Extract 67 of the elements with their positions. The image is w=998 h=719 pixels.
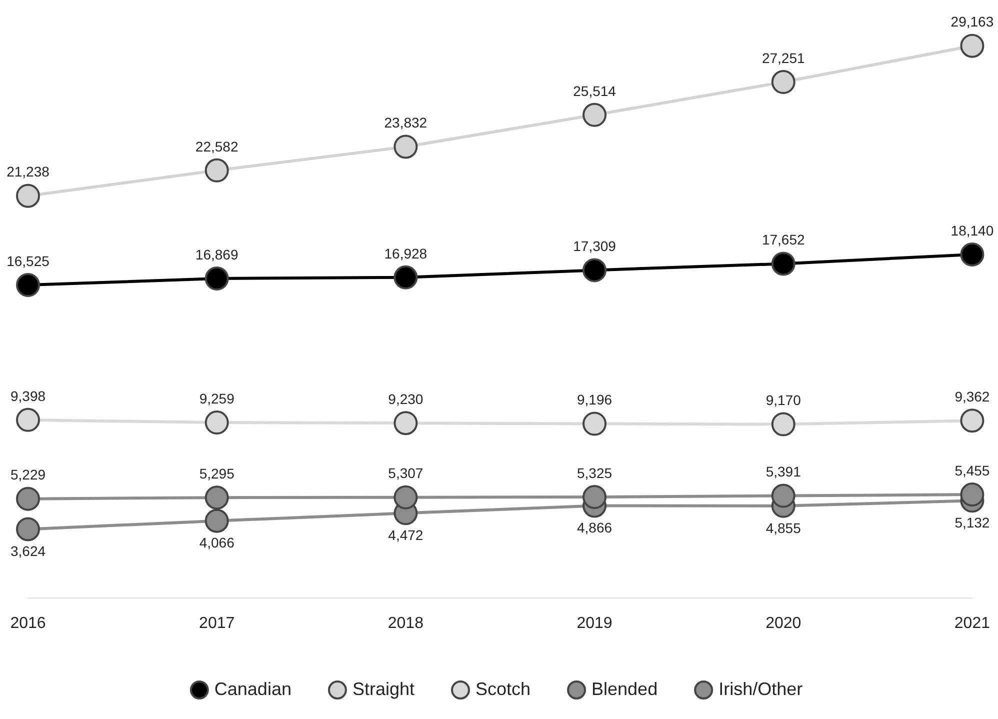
- data-label: 5,132: [954, 514, 990, 531]
- data-label: 23,832: [384, 114, 428, 131]
- data-label: 21,238: [6, 164, 50, 180]
- x-tick-label: 2019: [576, 614, 612, 632]
- data-label: 9,196: [577, 392, 612, 408]
- point: [960, 242, 984, 266]
- data-label: 16,928: [384, 245, 428, 262]
- point: [16, 486, 40, 511]
- data-label: 29,163: [950, 14, 994, 30]
- point: [771, 412, 796, 436]
- data-label: 16,869: [195, 246, 238, 262]
- point: [16, 184, 40, 208]
- data-label: 5,325: [577, 464, 612, 481]
- point: [16, 273, 40, 298]
- point: [394, 265, 418, 290]
- data-label: 9,362: [954, 388, 990, 404]
- data-label: 16,525: [6, 252, 50, 269]
- point: [960, 482, 984, 507]
- data-label: 17,309: [573, 238, 616, 254]
- data-label: 4,855: [766, 520, 802, 536]
- point: [204, 508, 229, 533]
- data-label: 5,455: [954, 462, 990, 478]
- point: [204, 158, 229, 182]
- x-tick-label: 2018: [388, 614, 424, 632]
- data-label: 9,230: [388, 390, 424, 407]
- data-label: 5,229: [10, 466, 46, 483]
- x-tick-label: 2021: [954, 614, 990, 632]
- x-tick-label: 2017: [199, 614, 235, 632]
- data-label: 4,472: [388, 527, 424, 544]
- point: [16, 517, 40, 542]
- data-label: 25,514: [573, 82, 616, 99]
- point: [960, 34, 984, 58]
- data-label: 9,259: [199, 390, 235, 406]
- point: [771, 252, 796, 276]
- data-label: 18,140: [950, 222, 994, 238]
- data-label: 17,652: [762, 232, 805, 248]
- point: [204, 266, 229, 291]
- point: [582, 258, 607, 282]
- x-tick-label: 2020: [766, 614, 802, 632]
- legend-label: Straight: [352, 678, 415, 699]
- legend-label: Blended: [592, 678, 658, 699]
- legend-label: Irish/Other: [718, 678, 803, 699]
- point: [204, 486, 229, 510]
- point: [582, 412, 607, 436]
- data-label: 3,624: [10, 543, 46, 560]
- point: [960, 408, 984, 433]
- x-tick-label: 2016: [10, 614, 46, 632]
- data-label: 9,170: [766, 392, 802, 408]
- data-label: 9,398: [10, 388, 46, 404]
- data-label: 5,307: [388, 465, 424, 482]
- point: [394, 485, 418, 510]
- point: [16, 408, 40, 432]
- point: [771, 70, 796, 94]
- point: [582, 485, 607, 510]
- point: [771, 484, 796, 508]
- point: [582, 102, 607, 127]
- data-label: 5,295: [199, 465, 235, 482]
- data-label: 27,251: [762, 50, 805, 66]
- point: [394, 411, 418, 436]
- data-label: 22,582: [195, 138, 238, 154]
- data-label: 4,066: [199, 534, 235, 551]
- legend-label: Canadian: [214, 678, 292, 699]
- point: [394, 134, 418, 159]
- data-label: 4,866: [577, 520, 612, 536]
- point: [204, 410, 229, 435]
- legend-label: Scotch: [475, 678, 531, 699]
- data-label: 5,391: [766, 464, 802, 480]
